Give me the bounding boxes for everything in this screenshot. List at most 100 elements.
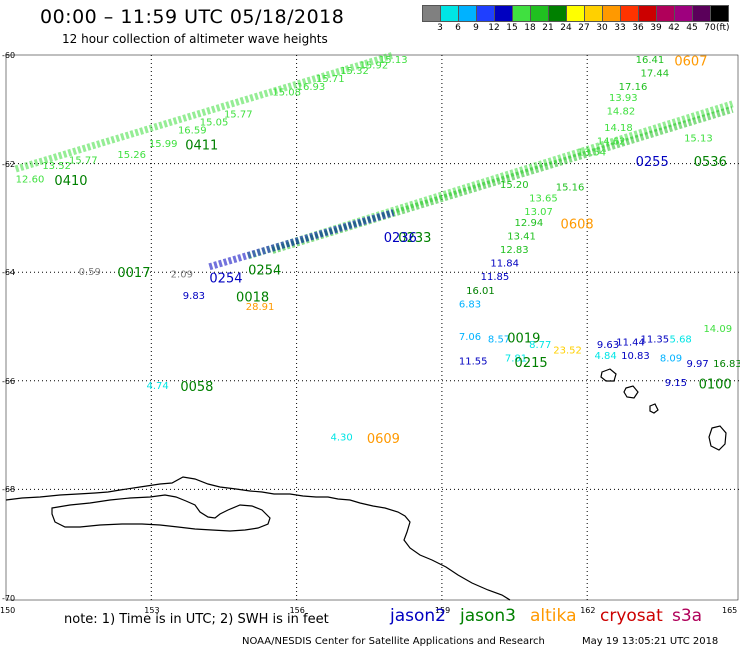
- island-4: [649, 403, 659, 414]
- wave-height-label: 15.32: [340, 66, 369, 77]
- wave-height-label: 23.52: [553, 346, 582, 357]
- wave-height-label: 9.15: [665, 378, 687, 389]
- island-1: [600, 368, 617, 382]
- lat-tick-label: -68: [2, 485, 16, 495]
- wave-height-label: 9.83: [183, 291, 205, 302]
- scale-label: 15: [506, 23, 518, 33]
- wave-height-label: 4.30: [331, 432, 353, 443]
- wave-height-label: 9.97: [686, 359, 708, 370]
- pass-time-label: 0236: [384, 231, 417, 246]
- wave-height-label: 17.16: [619, 82, 648, 93]
- pass-time-label: 0058: [180, 380, 213, 395]
- lon-tick-label: 165: [722, 606, 738, 615]
- island-2: [623, 385, 639, 399]
- lat-tick-label: -64: [2, 268, 16, 278]
- scale-label: 24: [560, 23, 572, 33]
- wave-height-label: 15.13: [684, 134, 713, 145]
- satellite-tracks: [14, 51, 734, 271]
- pass-time-label: 0254: [209, 272, 242, 287]
- pass-time-label: 0254: [248, 263, 281, 278]
- legend-s3a: s3a: [672, 606, 703, 626]
- wave-height-label: 13.65: [529, 193, 558, 204]
- scale-label: 9: [473, 23, 479, 33]
- wave-height-label: 16.01: [466, 286, 495, 297]
- wave-height-label: 8.77: [529, 340, 551, 351]
- lat-tick-label: -62: [2, 159, 16, 169]
- wave-height-label: 15.05: [200, 117, 229, 128]
- pass-time-label: 0609: [367, 432, 400, 447]
- wave-height-label: 15.16: [556, 183, 585, 194]
- scale-label: 45: [686, 23, 698, 33]
- scale-label: 70: [704, 23, 716, 33]
- wave-height-label: 15.26: [117, 150, 146, 161]
- wave-height-label: 15.77: [69, 155, 98, 166]
- pass-time-label: 0607: [674, 54, 707, 69]
- wave-height-label: 16.59: [178, 126, 207, 137]
- wave-height-label: 13.41: [507, 231, 536, 242]
- scale-label: 36: [632, 23, 644, 33]
- legend-jason3: jason3: [460, 606, 516, 626]
- wave-height-label: 15.13: [379, 55, 408, 66]
- wave-height-label: 12.94: [515, 218, 544, 229]
- wave-height-label: 14.09: [703, 324, 732, 335]
- pass-time-label: 0608: [561, 217, 594, 232]
- wave-height-label: 8.09: [660, 354, 682, 365]
- pass-time-label: 0255: [636, 155, 669, 170]
- wave-height-label: 13.07: [524, 207, 553, 218]
- wave-height-label: 15.92: [360, 60, 389, 71]
- lon-tick-label: 156: [289, 606, 305, 615]
- ice-shelf-outline: [51, 494, 271, 532]
- wave-height-label: 13.54: [578, 147, 607, 158]
- legend-cryosat: cryosat: [600, 606, 663, 626]
- credit-line: NOAA/NESDIS Center for Satellite Applica…: [242, 636, 545, 647]
- antarctic-coastline: [5, 476, 511, 601]
- pass-time-label: 0215: [515, 356, 548, 371]
- lat-tick-label: -66: [2, 376, 16, 386]
- wave-height-label: 14.62: [597, 136, 626, 147]
- header-title: 00:00 – 11:59 UTC 05/18/2018: [40, 6, 345, 28]
- island-3: [708, 425, 727, 451]
- wave-height-label: 28.91: [246, 302, 275, 313]
- wave-height-label: 9.63: [597, 340, 619, 351]
- legend-jason2: jason2: [390, 606, 446, 626]
- pass-time-label: 0411: [185, 139, 218, 154]
- scale-label: 39: [650, 23, 662, 33]
- wave-height-label: 15.20: [500, 180, 529, 191]
- wave-height-label: 15.99: [149, 139, 178, 150]
- scale-label: 42: [668, 23, 680, 33]
- scale-label: 30: [596, 23, 608, 33]
- wave-height-label: 11.55: [459, 356, 488, 367]
- wave-height-label: 0.59: [79, 267, 101, 278]
- wave-height-label: 7.06: [459, 332, 481, 343]
- wave-height-label: 14.18: [604, 123, 633, 134]
- scale-label: 3: [437, 23, 443, 33]
- scale-label: 6: [455, 23, 461, 33]
- scale-label: 33: [614, 23, 626, 33]
- footnote: note: 1) Time is in UTC; 2) SWH is in fe…: [64, 612, 329, 627]
- scale-label: 27: [578, 23, 590, 33]
- wave-height-label: 7.81: [505, 354, 527, 365]
- wave-height-label: 8.57: [488, 335, 510, 346]
- pass-time-label: 0019: [507, 331, 540, 346]
- wave-height-label: 6.83: [459, 299, 481, 310]
- wave-height-label: 16.93: [297, 82, 326, 93]
- ground-track: [14, 51, 395, 173]
- wave-height-label: 4.84: [594, 351, 616, 362]
- wave-height-label: 11.84: [490, 259, 519, 270]
- wave-height-label: 11.85: [481, 272, 510, 283]
- ground-track: [208, 209, 395, 271]
- wave-height-label: 11.35: [640, 335, 669, 346]
- coastline: [5, 368, 727, 601]
- pass-time-label: 0233: [398, 231, 431, 246]
- scale-label: 12: [488, 23, 500, 33]
- scale-unit: (ft): [716, 23, 730, 33]
- graticule: [5, 54, 740, 601]
- lon-tick-label: 153: [144, 606, 160, 615]
- wave-height-label: 10.83: [621, 351, 650, 362]
- wave-height-label: 5.68: [670, 335, 692, 346]
- generated-timestamp: May 19 13:05:21 UTC 2018: [582, 636, 719, 647]
- wave-height-label: 15.08: [272, 88, 301, 99]
- pass-time-label: 0410: [54, 174, 87, 189]
